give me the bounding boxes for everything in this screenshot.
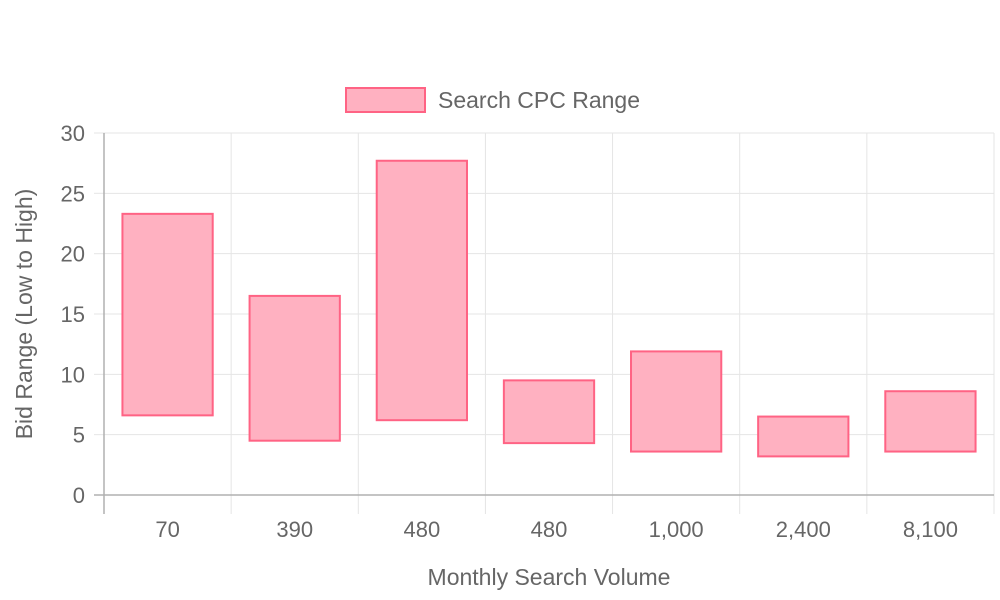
y-tick-label: 25 (61, 181, 85, 206)
x-tick-label: 390 (276, 517, 313, 542)
x-tick-label: 480 (531, 517, 568, 542)
range-bar[interactable] (502, 379, 596, 445)
x-tick-label: 8,100 (903, 517, 958, 542)
range-bar[interactable] (884, 390, 977, 453)
y-tick-label: 0 (73, 483, 85, 508)
range-bar[interactable] (630, 350, 723, 453)
grid-lines (94, 132, 995, 514)
range-bar[interactable] (375, 159, 468, 422)
y-tick-label: 30 (61, 121, 85, 146)
y-tick-label: 10 (61, 362, 85, 387)
x-tick-label: 480 (403, 517, 440, 542)
x-tick-labels: 70 390 480 480 1,000 2,400 8,100 (155, 517, 958, 542)
legend-label: Search CPC Range (438, 87, 640, 113)
legend-swatch (345, 87, 426, 113)
y-tick-label: 15 (61, 302, 85, 327)
bars (121, 159, 977, 458)
range-bar[interactable] (121, 212, 214, 417)
y-axis-title: Bid Range (Low to High) (11, 189, 37, 440)
axes (94, 133, 994, 514)
range-bar[interactable] (248, 294, 341, 442)
y-tick-labels: 0 5 10 15 20 25 30 (61, 121, 85, 508)
legend[interactable]: Search CPC Range (345, 87, 640, 113)
y-tick-label: 5 (73, 423, 85, 448)
x-axis-title: Monthly Search Volume (428, 564, 671, 590)
x-tick-label: 1,000 (649, 517, 704, 542)
x-tick-label: 70 (155, 517, 179, 542)
y-tick-label: 20 (61, 242, 85, 267)
x-tick-label: 2,400 (776, 517, 831, 542)
range-bar[interactable] (757, 415, 850, 458)
